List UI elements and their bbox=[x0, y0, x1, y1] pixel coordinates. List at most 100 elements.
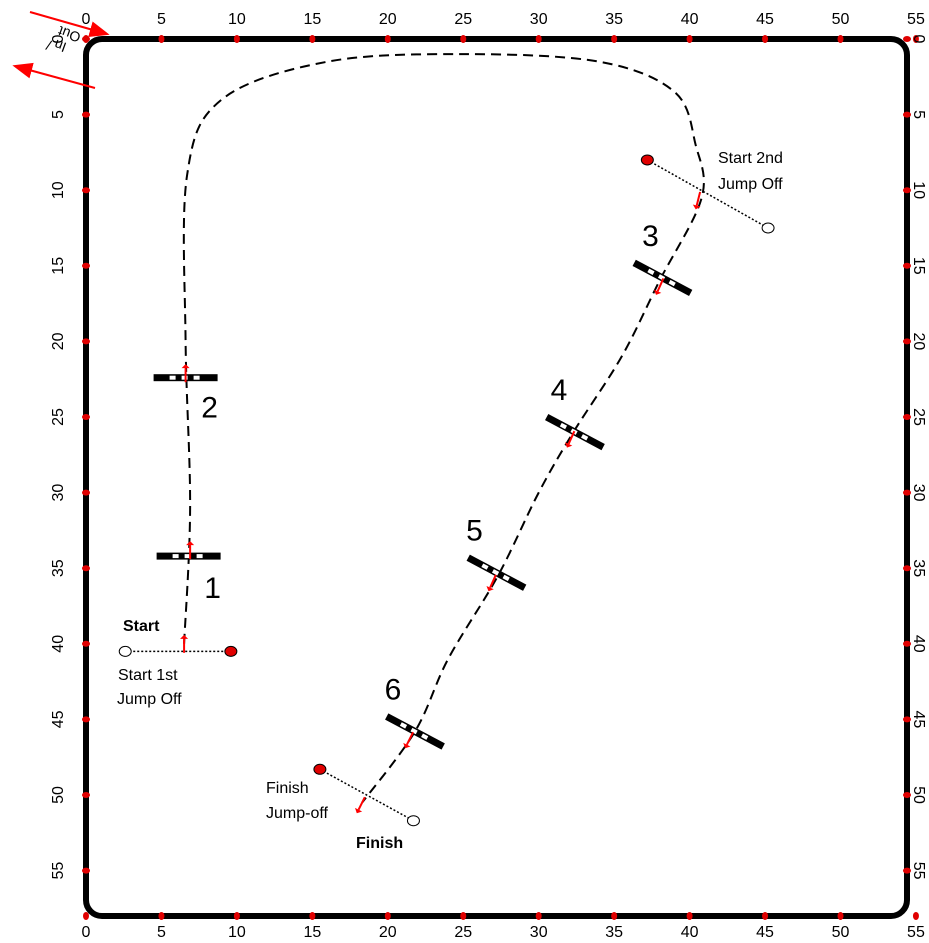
top-tick-label: 0 bbox=[82, 11, 91, 28]
right-tick-marker bbox=[903, 640, 911, 647]
bottom-tick-label: 25 bbox=[454, 924, 472, 941]
right-tick-label: 30 bbox=[910, 484, 927, 502]
fence bbox=[385, 713, 445, 750]
start-1st-jump-off-label-2: Jump Off bbox=[117, 691, 182, 708]
bottom-tick-marker bbox=[233, 912, 240, 920]
in-label: In bbox=[52, 37, 68, 56]
fence-stripe bbox=[193, 375, 200, 380]
left-tick-label: 55 bbox=[50, 862, 67, 880]
top-tick-label: 35 bbox=[605, 11, 623, 28]
bottom-tick-marker bbox=[611, 912, 618, 920]
direction-arrow-head bbox=[186, 541, 195, 546]
fence-number: 6 bbox=[385, 673, 402, 706]
direction-arrow-icon bbox=[489, 574, 497, 589]
fence-stripe bbox=[172, 554, 179, 559]
bottom-tick-marker bbox=[158, 912, 165, 920]
course-path bbox=[182, 53, 705, 804]
bottom-tick-marker bbox=[384, 912, 391, 920]
top-tick-label: 40 bbox=[681, 11, 699, 28]
fence-stripe bbox=[481, 563, 489, 570]
bottom-tick-label: 5 bbox=[157, 924, 166, 941]
entrance-exit: In / Out bbox=[12, 11, 110, 89]
top-scale: 0 5 10 15 20 25 30 35 40 45 50 55 bbox=[82, 11, 925, 43]
right-tick-label: 20 bbox=[910, 333, 927, 351]
top-tick-marker bbox=[912, 35, 919, 43]
start-2nd-jump-off-label: Start 2nd bbox=[718, 150, 783, 167]
left-tick-marker bbox=[82, 565, 90, 572]
bottom-tick-marker bbox=[837, 912, 844, 920]
bottom-tick-marker bbox=[460, 912, 467, 920]
left-tick-label: 45 bbox=[50, 710, 67, 728]
left-tick-marker bbox=[82, 262, 90, 269]
timing-post bbox=[406, 815, 420, 827]
top-tick-marker bbox=[158, 35, 165, 43]
top-tick-marker bbox=[762, 35, 769, 43]
right-tick-marker bbox=[903, 716, 911, 723]
direction-arrow-head bbox=[181, 364, 190, 369]
direction-arrow-head bbox=[486, 585, 494, 592]
left-tick-label: 10 bbox=[50, 181, 67, 199]
fence-number: 5 bbox=[466, 515, 483, 548]
right-tick-label: 15 bbox=[910, 257, 927, 275]
start-line bbox=[118, 645, 238, 657]
left-tick-marker bbox=[82, 716, 90, 723]
top-tick-label: 25 bbox=[454, 11, 472, 28]
bottom-tick-label: 30 bbox=[530, 924, 548, 941]
left-tick-marker bbox=[82, 489, 90, 496]
start-2nd-jump-off-line bbox=[640, 154, 775, 234]
bottom-tick-label: 20 bbox=[379, 924, 397, 941]
fence-stripe bbox=[647, 268, 655, 275]
arena-border bbox=[83, 36, 910, 919]
top-tick-marker bbox=[686, 35, 693, 43]
left-tick-label: 20 bbox=[50, 332, 67, 350]
bottom-tick-marker bbox=[309, 912, 316, 920]
fence-stripe bbox=[169, 375, 176, 380]
right-scale: 0 5 10 15 20 25 30 35 40 45 50 55 bbox=[903, 35, 927, 880]
left-tick-label: 5 bbox=[50, 110, 67, 119]
out-label: Out bbox=[56, 23, 83, 46]
right-tick-marker bbox=[903, 867, 911, 874]
bottom-tick-marker bbox=[762, 912, 769, 920]
bottom-tick-label: 0 bbox=[82, 924, 91, 941]
bottom-tick-marker bbox=[535, 912, 542, 920]
fence-stripe bbox=[559, 422, 568, 430]
top-tick-label: 10 bbox=[228, 11, 246, 28]
bottom-scale: 0 5 10 15 20 25 30 35 40 45 50 55 bbox=[82, 912, 925, 941]
right-tick-label: 25 bbox=[910, 408, 927, 426]
top-tick-marker bbox=[460, 35, 467, 43]
direction-arrow-icon bbox=[567, 430, 576, 445]
bottom-tick-marker bbox=[83, 912, 89, 920]
left-tick-label: 35 bbox=[50, 559, 67, 577]
bottom-tick-label: 35 bbox=[605, 924, 623, 941]
fence-stripe bbox=[668, 279, 676, 287]
finish-label: Finish bbox=[356, 835, 403, 852]
direction-arrow-head bbox=[653, 289, 662, 295]
direction-arrow-icon bbox=[656, 278, 665, 292]
left-tick-label: 40 bbox=[50, 635, 67, 653]
left-tick-marker bbox=[82, 36, 90, 42]
right-tick-label: 5 bbox=[910, 110, 927, 119]
top-tick-marker bbox=[535, 35, 542, 43]
top-tick-marker bbox=[837, 35, 844, 43]
bottom-tick-label: 15 bbox=[303, 924, 321, 941]
direction-arrows bbox=[180, 191, 702, 814]
timing-post bbox=[118, 645, 132, 657]
direction-arrow-head bbox=[403, 742, 411, 749]
top-tick-label: 15 bbox=[303, 11, 321, 28]
direction-arrow-icon bbox=[357, 796, 366, 811]
in-out-separator: / bbox=[44, 37, 53, 53]
finish-line bbox=[313, 763, 420, 827]
fence bbox=[466, 554, 527, 591]
timing-post bbox=[761, 222, 775, 234]
timing-post bbox=[640, 154, 654, 166]
top-tick-label: 20 bbox=[379, 11, 397, 28]
fence-number: 4 bbox=[551, 374, 568, 407]
right-tick-marker bbox=[903, 414, 911, 420]
start-1st-jump-off-label: Start 1st bbox=[118, 667, 178, 684]
finish-jump-off-label-2: Jump-off bbox=[266, 805, 329, 822]
in-arrow-icon bbox=[29, 11, 110, 37]
right-tick-label: 10 bbox=[910, 181, 927, 199]
right-tick-marker bbox=[903, 187, 911, 194]
right-tick-marker bbox=[903, 338, 911, 345]
left-tick-marker bbox=[82, 867, 90, 874]
